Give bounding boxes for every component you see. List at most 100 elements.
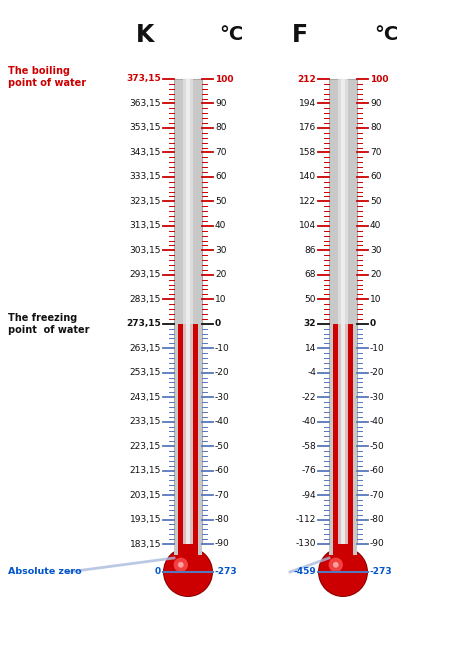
Text: 158: 158 bbox=[299, 148, 316, 157]
Text: 363,15: 363,15 bbox=[129, 99, 161, 108]
Text: 233,15: 233,15 bbox=[129, 417, 161, 426]
Text: 30: 30 bbox=[370, 246, 382, 255]
Text: 293,15: 293,15 bbox=[129, 270, 161, 279]
Text: 50: 50 bbox=[304, 295, 316, 304]
Text: 343,15: 343,15 bbox=[129, 148, 161, 157]
FancyBboxPatch shape bbox=[329, 79, 357, 544]
Text: 60: 60 bbox=[215, 173, 227, 182]
Text: -50: -50 bbox=[215, 441, 230, 450]
Text: 323,15: 323,15 bbox=[129, 197, 161, 206]
Circle shape bbox=[333, 562, 339, 568]
Text: 183,15: 183,15 bbox=[129, 540, 161, 549]
Text: 14: 14 bbox=[305, 344, 316, 353]
Text: 223,15: 223,15 bbox=[130, 441, 161, 450]
Text: -459: -459 bbox=[293, 568, 316, 577]
Circle shape bbox=[319, 548, 367, 596]
Text: -76: -76 bbox=[301, 466, 316, 475]
Text: -20: -20 bbox=[370, 368, 384, 377]
Text: -10: -10 bbox=[370, 344, 385, 353]
Text: -112: -112 bbox=[296, 515, 316, 524]
Text: -273: -273 bbox=[370, 568, 392, 577]
Text: 70: 70 bbox=[370, 148, 382, 157]
Text: 100: 100 bbox=[370, 74, 389, 83]
Text: -50: -50 bbox=[370, 441, 385, 450]
Text: 0: 0 bbox=[215, 319, 221, 328]
Bar bbox=[341, 79, 345, 544]
Circle shape bbox=[178, 562, 184, 568]
Text: °C: °C bbox=[374, 25, 398, 44]
Text: -80: -80 bbox=[370, 515, 385, 524]
Text: 40: 40 bbox=[370, 221, 382, 230]
Text: 60: 60 bbox=[370, 173, 382, 182]
Text: F: F bbox=[292, 23, 308, 47]
Text: 194: 194 bbox=[299, 99, 316, 108]
Text: 20: 20 bbox=[215, 270, 227, 279]
Text: -30: -30 bbox=[370, 393, 385, 402]
Text: 70: 70 bbox=[215, 148, 227, 157]
Text: 50: 50 bbox=[370, 197, 382, 206]
Text: 90: 90 bbox=[215, 99, 227, 108]
Text: 193,15: 193,15 bbox=[129, 515, 161, 524]
Text: -30: -30 bbox=[215, 393, 230, 402]
Circle shape bbox=[163, 547, 213, 597]
Text: 213,15: 213,15 bbox=[129, 466, 161, 475]
Text: -70: -70 bbox=[370, 491, 385, 499]
Text: The boiling
point of water: The boiling point of water bbox=[8, 66, 86, 88]
Bar bbox=[329, 544, 333, 555]
Text: Absolute zero: Absolute zero bbox=[8, 568, 82, 577]
Text: 90: 90 bbox=[370, 99, 382, 108]
Text: -4: -4 bbox=[307, 368, 316, 377]
Text: 176: 176 bbox=[299, 124, 316, 132]
Text: 243,15: 243,15 bbox=[130, 393, 161, 402]
Text: 140: 140 bbox=[299, 173, 316, 182]
Text: -94: -94 bbox=[301, 491, 316, 499]
Text: 50: 50 bbox=[215, 197, 227, 206]
Text: 32: 32 bbox=[303, 319, 316, 328]
Circle shape bbox=[328, 558, 343, 572]
Bar bbox=[183, 79, 193, 544]
Text: 263,15: 263,15 bbox=[129, 344, 161, 353]
Text: 10: 10 bbox=[370, 295, 382, 304]
Text: K: K bbox=[136, 23, 154, 47]
Text: 100: 100 bbox=[215, 74, 234, 83]
Text: -80: -80 bbox=[215, 515, 230, 524]
Bar bbox=[174, 544, 178, 555]
Text: 212: 212 bbox=[297, 74, 316, 83]
Text: -90: -90 bbox=[215, 540, 230, 549]
Circle shape bbox=[173, 558, 188, 572]
Text: 303,15: 303,15 bbox=[129, 246, 161, 255]
Text: 40: 40 bbox=[215, 221, 227, 230]
Bar bbox=[198, 544, 202, 555]
Text: -22: -22 bbox=[301, 393, 316, 402]
Text: °C: °C bbox=[219, 25, 243, 44]
Circle shape bbox=[164, 548, 212, 596]
Text: 86: 86 bbox=[304, 246, 316, 255]
Text: -40: -40 bbox=[215, 417, 229, 426]
Text: 373,15: 373,15 bbox=[126, 74, 161, 83]
Text: 0: 0 bbox=[370, 319, 376, 328]
Text: 353,15: 353,15 bbox=[129, 124, 161, 132]
Circle shape bbox=[318, 547, 368, 597]
Text: -90: -90 bbox=[370, 540, 385, 549]
Text: 104: 104 bbox=[299, 221, 316, 230]
Text: The freezing
point  of water: The freezing point of water bbox=[8, 313, 90, 335]
Text: 10: 10 bbox=[215, 295, 227, 304]
Text: 80: 80 bbox=[370, 124, 382, 132]
FancyBboxPatch shape bbox=[178, 324, 198, 544]
Bar bbox=[338, 79, 348, 544]
Bar bbox=[178, 544, 198, 572]
Text: -273: -273 bbox=[215, 568, 237, 577]
FancyBboxPatch shape bbox=[174, 79, 202, 544]
Text: 253,15: 253,15 bbox=[129, 368, 161, 377]
Text: -70: -70 bbox=[215, 491, 230, 499]
Text: 283,15: 283,15 bbox=[129, 295, 161, 304]
Text: -20: -20 bbox=[215, 368, 229, 377]
Text: 313,15: 313,15 bbox=[129, 221, 161, 230]
Text: 203,15: 203,15 bbox=[129, 491, 161, 499]
Text: -60: -60 bbox=[215, 466, 230, 475]
Text: 273,15: 273,15 bbox=[126, 319, 161, 328]
Text: 122: 122 bbox=[299, 197, 316, 206]
FancyBboxPatch shape bbox=[333, 324, 353, 544]
Text: -58: -58 bbox=[301, 441, 316, 450]
Text: 80: 80 bbox=[215, 124, 227, 132]
